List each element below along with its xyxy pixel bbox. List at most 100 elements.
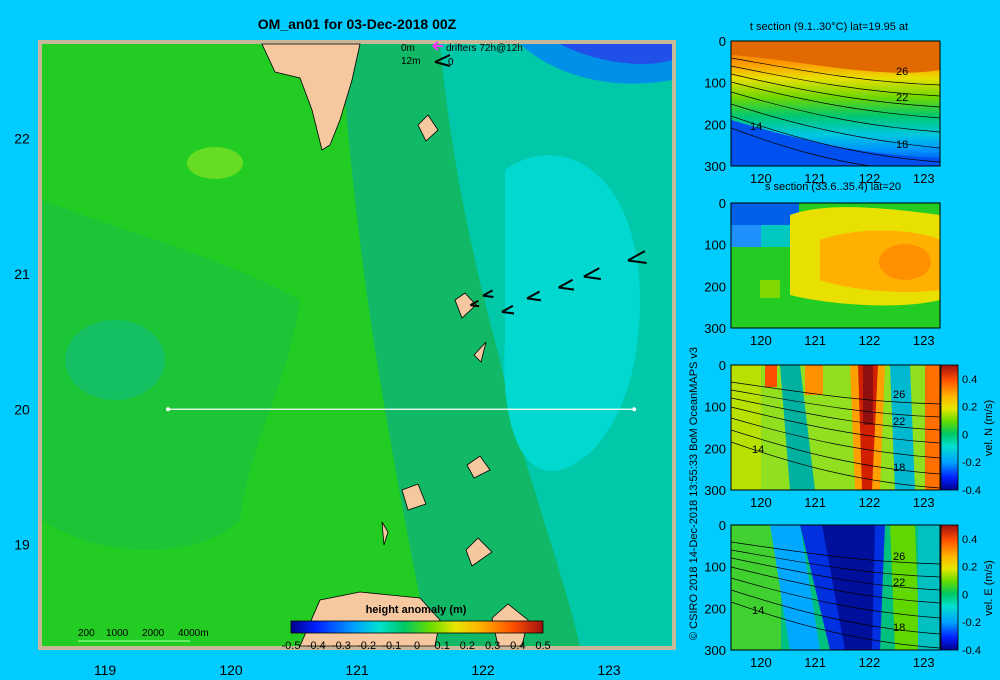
depth-legend-3: 4000m <box>178 628 209 639</box>
v-section-y-tick-label: 100 <box>704 400 726 415</box>
u-section-y-tick-label: 0 <box>719 518 726 533</box>
v-section-colorbar-tick: -0.4 <box>962 485 981 497</box>
t-section-y-tick-label: 300 <box>704 159 726 174</box>
s-section-y-tick-label: 100 <box>704 238 726 253</box>
drifter-vector <box>469 299 480 308</box>
t-section-title: t section (9.1..30°C) lat=19.95 at <box>750 21 908 33</box>
u-section-colorbar-tick: -0.4 <box>962 645 981 657</box>
depth-legend: 200 1000 2000 4000m <box>78 628 209 639</box>
v-colorbar <box>940 364 959 491</box>
map-x-tick-label: 119 <box>94 662 117 678</box>
t-section-contour-labels: 26 22 14 18 <box>750 66 908 151</box>
height-colorbar-tick: 0.4 <box>510 640 525 652</box>
drifter-vector-swatch <box>434 54 451 67</box>
v-section-x-tick-label: 121 <box>804 495 826 510</box>
drifter-legend-depth-0: 0m <box>401 43 415 54</box>
map-y-ticks: 19 20 21 22 <box>14 131 30 553</box>
map-x-ticks: 119 120 121 122 123 <box>94 662 621 678</box>
drifter-vector <box>526 290 541 302</box>
map-y-tick-label: 21 <box>14 266 30 282</box>
depth-legend-0: 200 <box>78 628 95 639</box>
t-section-y-tick-label: 0 <box>719 34 726 49</box>
s-section-x-tick-label: 122 <box>859 333 881 348</box>
map-title: OM_an01 for 03-Dec-2018 00Z <box>258 16 457 32</box>
drifter-vector <box>627 250 647 264</box>
u-contour-label-26: 26 <box>893 551 905 563</box>
drifter-legend-depth-1: 12m <box>401 56 420 67</box>
u-section-contours <box>731 541 940 649</box>
s-section-y-tick-label: 300 <box>704 321 726 336</box>
t-section-contours <box>731 57 940 166</box>
v-section-x-tick-label: 120 <box>750 495 772 510</box>
v-section-x-tick-label: 123 <box>913 495 935 510</box>
drifter-vector <box>482 289 494 299</box>
map-x-tick-label: 120 <box>219 662 243 678</box>
s-section-y-tick-label: 0 <box>719 196 726 211</box>
t-section-panel <box>731 41 940 166</box>
map-y-tick-label: 20 <box>14 401 30 417</box>
u-colorbar-label: vel. E (m/s) <box>983 560 995 616</box>
s-section-x-tick-label: 121 <box>804 333 826 348</box>
height-colorbar-bar <box>290 620 544 634</box>
t-section-x-tick-label: 120 <box>750 171 772 186</box>
drifter-track-swatch <box>432 41 443 51</box>
height-colorbar-tick: 0.2 <box>460 640 475 652</box>
map-field <box>42 44 672 646</box>
height-colorbar-tick: -0.4 <box>307 640 326 652</box>
depth-legend-1: 1000 <box>106 628 129 639</box>
velocity-colorbar-ticks: 0.4 0.2 0 -0.2 -0.4 0.4 0.2 0 -0.2 -0.4 <box>962 374 981 657</box>
t-contour-label-26: 26 <box>896 66 908 78</box>
u-section-y-tick-label: 100 <box>704 560 726 575</box>
v-section-colorbar-tick: 0.4 <box>962 374 977 386</box>
drifter-vector <box>558 278 575 291</box>
t-section-x-tick-label: 123 <box>913 171 935 186</box>
s-section-y-tick-label: 200 <box>704 279 726 294</box>
v-section-colorbar-tick: -0.2 <box>962 457 981 469</box>
height-colorbar-tick: -0.2 <box>357 640 376 652</box>
map-y-tick-label: 22 <box>14 131 30 147</box>
map-x-tick-label: 123 <box>597 662 621 678</box>
s-section-x-tick-label: 120 <box>750 333 772 348</box>
u-section-x-tick-label: 123 <box>913 655 935 670</box>
v-colorbar-label: vel. N (m/s) <box>983 400 995 456</box>
v-contour-label-14: 14 <box>752 444 764 456</box>
u-section-x-tick-label: 120 <box>750 655 772 670</box>
map-y-tick-label: 19 <box>14 537 30 553</box>
drifter-vector <box>583 267 601 280</box>
v-section-frame <box>730 364 941 491</box>
height-colorbar: height anomaly (m) -0.5 -0.4 -0.3 -0.2 -0.1 0… <box>282 604 551 652</box>
height-colorbar-ticks: -0.5 -0.4 -0.3 -0.2 -0.1 0 0.1 0.2 0.3 0.4 0.5 <box>282 640 551 652</box>
v-section-contour-labels: 26 22 14 18 <box>752 389 905 474</box>
drifter-legend: 0m 12m drifters 72h@12h 0 <box>401 41 523 68</box>
drifter-vector-label: 0 <box>448 57 454 68</box>
map-x-tick-label: 121 <box>345 662 369 678</box>
section-axis-ticks: 120 121 122 123 0 100 200 300 120 121 122 123 0 100 20… <box>704 34 934 670</box>
s-section-frame <box>730 202 941 329</box>
s-section-panel <box>731 203 940 328</box>
u-section-colorbar-tick: 0.2 <box>962 562 977 574</box>
v-section-y-tick-label: 200 <box>704 441 726 456</box>
drifter-vector <box>501 304 515 315</box>
u-section-x-tick-label: 122 <box>859 655 881 670</box>
u-contour-label-14: 14 <box>752 605 764 617</box>
height-colorbar-tick: -0.1 <box>382 640 401 652</box>
v-section-y-tick-label: 300 <box>704 483 726 498</box>
map-x-tick-label: 122 <box>471 662 495 678</box>
section-line-endpoint <box>166 407 170 412</box>
t-contour-label-18: 18 <box>896 139 908 151</box>
t-section-y-tick-label: 200 <box>704 117 726 132</box>
v-section-contours <box>731 381 940 489</box>
section-line-endpoint <box>632 407 637 412</box>
v-section-colorbar-tick: 0 <box>962 429 968 441</box>
s-section-x-tick-label: 123 <box>913 333 935 348</box>
v-contour-label-22: 22 <box>893 416 905 428</box>
u-section-colorbar-tick: -0.2 <box>962 617 981 629</box>
u-section-colorbar-tick: 0.4 <box>962 534 977 546</box>
height-colorbar-tick: 0.5 <box>535 640 550 652</box>
height-colorbar-tick: 0.1 <box>435 640 450 652</box>
t-section-frame <box>730 40 941 167</box>
credit-text: © CSIRO 2018 14-Dec-2018 13:55:33 BoM Oc… <box>688 347 700 640</box>
u-section-y-tick-label: 300 <box>704 643 726 658</box>
height-colorbar-tick: -0.3 <box>332 640 351 652</box>
v-contour-label-26: 26 <box>893 389 905 401</box>
